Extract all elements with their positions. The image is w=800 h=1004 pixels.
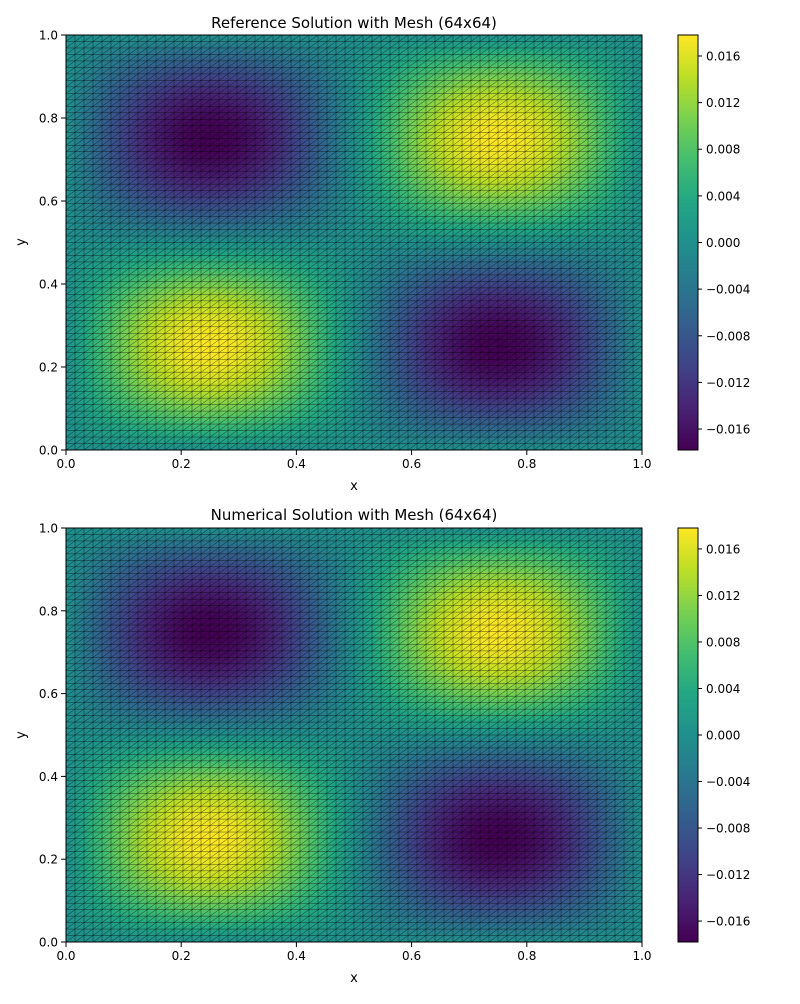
colorbar-tick-label: −0.004 (706, 775, 750, 789)
y-axis: 0.0 0.2 0.4 0.6 0.8 1.0 (39, 29, 66, 458)
x-tick-label: 0.2 (172, 949, 191, 963)
x-tick-label: 0.4 (287, 949, 306, 963)
x-tick-label: 1.0 (632, 949, 651, 963)
colorbar-tick-label: −0.012 (706, 868, 750, 882)
x-tick-label: 0.4 (287, 457, 306, 471)
y-axis-label: y (14, 731, 29, 739)
colorbar-tick-label: 0.000 (706, 236, 740, 250)
colorbar-gradient (678, 35, 698, 450)
colorbar-tick-label: −0.008 (706, 329, 750, 343)
y-tick-label: 1.0 (39, 29, 58, 43)
colorbar-tick-label: 0.012 (706, 589, 740, 603)
y-axis-label: y (14, 238, 29, 246)
colorbar-tick-label: 0.004 (706, 682, 740, 696)
x-tick-label: 0.8 (517, 949, 536, 963)
colorbar-tick-label: −0.012 (706, 376, 750, 390)
colorbar-tick-label: 0.004 (706, 189, 740, 203)
y-tick-label: 0.0 (39, 444, 58, 458)
x-axis: 0.0 0.2 0.4 0.6 0.8 1.0 (56, 942, 652, 963)
colorbar-tick-label: −0.004 (706, 283, 750, 297)
subplot-reference: Reference Solution with Mesh (64x64) 0.0… (14, 14, 750, 494)
y-tick-label: 1.0 (39, 522, 58, 536)
x-axis: 0.0 0.2 0.4 0.6 0.8 1.0 (56, 450, 652, 471)
x-tick-label: 0.0 (56, 457, 75, 471)
y-axis: 0.0 0.2 0.4 0.6 0.8 1.0 (39, 522, 66, 950)
y-tick-label: 0.6 (39, 195, 58, 209)
plot-frame (65, 34, 643, 451)
colorbar-tick-label: −0.016 (706, 423, 750, 437)
plot-title: Numerical Solution with Mesh (64x64) (211, 506, 498, 524)
colorbar-gradient (678, 528, 698, 942)
colorbar-tick-label: 0.016 (706, 49, 740, 63)
y-tick-label: 0.0 (39, 936, 58, 950)
colorbar-ticks: −0.016 −0.012 −0.008 −0.004 0.000 0.004 0.008 0… (698, 542, 750, 929)
y-tick-label: 0.2 (39, 361, 58, 375)
x-tick-label: 0.2 (172, 457, 191, 471)
y-tick-label: 0.4 (39, 278, 58, 292)
x-tick-label: 0.6 (402, 457, 421, 471)
x-tick-label: 0.0 (56, 949, 75, 963)
x-tick-label: 0.6 (402, 949, 421, 963)
colorbar-tick-label: −0.016 (706, 915, 750, 929)
y-tick-label: 0.8 (39, 112, 58, 126)
x-axis-label: x (350, 971, 358, 986)
colorbar-tick-label: 0.008 (706, 143, 740, 157)
y-tick-label: 0.4 (39, 770, 58, 784)
plot-title: Reference Solution with Mesh (64x64) (211, 14, 497, 32)
y-tick-label: 0.2 (39, 853, 58, 867)
plot-frame (65, 527, 643, 943)
y-tick-label: 0.8 (39, 604, 58, 618)
colorbar-tick-label: −0.008 (706, 822, 750, 836)
colorbar-tick-label: 0.008 (706, 635, 740, 649)
colorbar-tick-label: 0.016 (706, 542, 740, 556)
subplot-numerical: Numerical Solution with Mesh (64x64) 0.0… (14, 506, 750, 986)
y-tick-label: 0.6 (39, 687, 58, 701)
x-axis-label: x (350, 479, 358, 494)
colorbar-ticks: −0.016 −0.012 −0.008 −0.004 0.000 0.004 0.008 0… (698, 49, 750, 437)
x-tick-label: 1.0 (632, 457, 651, 471)
colorbar-tick-label: 0.000 (706, 729, 740, 743)
x-tick-label: 0.8 (517, 457, 536, 471)
colorbar-tick-label: 0.012 (706, 96, 740, 110)
